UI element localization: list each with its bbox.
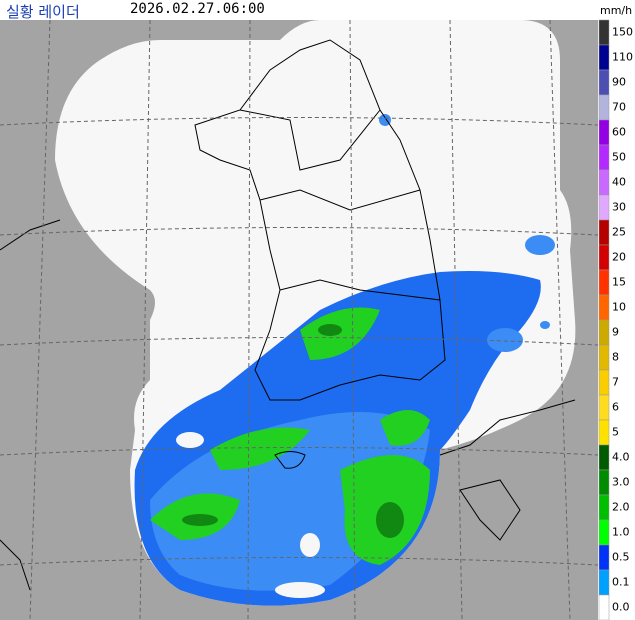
rain-strong [182,324,404,538]
legend-label: 0.5 [612,551,630,564]
legend-swatch [598,594,610,620]
legend-label: 4.0 [612,451,630,464]
legend-label: 50 [612,151,626,164]
legend-swatch [598,344,610,371]
legend-swatch [598,94,610,121]
legend-swatch [598,44,610,71]
legend-label: 110 [612,51,633,64]
page-title: 실황 레이더 [6,3,80,21]
grid [0,19,599,620]
legend-swatch [598,444,610,471]
legend-swatch [598,294,610,321]
legend-label: 8 [612,351,619,364]
legend-swatch [598,194,610,221]
legend-swatch [598,219,610,246]
legend-swatch [598,419,610,446]
legend-swatch [598,269,610,296]
rain-specks [379,114,555,352]
legend-swatch [598,69,610,96]
legend-swatch [598,394,610,421]
legend-label: 10 [612,301,626,314]
legend-swatch [598,469,610,496]
legend-label: 15 [612,276,626,289]
legend-label: 5 [612,426,619,439]
legend-label: 20 [612,251,626,264]
legend-label: 150 [612,26,633,39]
legend-swatch [598,569,610,596]
legend-swatch [598,144,610,171]
legend-label: 0.1 [612,576,630,589]
legend-swatch [598,19,610,46]
legend-swatch [598,369,610,396]
legend-swatch [598,519,610,546]
legend-label: 60 [612,126,626,139]
coastlines [0,39,576,591]
legend: 150 110 90 70 60 50 40 30 25 20 15 10 9 8 7 6 5 4.0 3.0 2.0… [598,19,633,620]
legend-swatch [598,119,610,146]
unit-label: mm/h [600,4,633,17]
legend-swatch [598,494,610,521]
legend-label: 25 [612,226,626,239]
legend-label: 0.0 [612,601,630,614]
legend-label: 7 [612,376,619,389]
legend-label: 40 [612,176,626,189]
legend-swatch [598,169,610,196]
legend-label: 2.0 [612,501,630,514]
legend-swatch [598,319,610,346]
rain-gaps [176,432,325,598]
legend-label: 1.0 [612,526,630,539]
legend-label: 70 [612,101,626,114]
legend-label: 30 [612,201,626,214]
legend-label: 9 [612,326,619,339]
legend-swatch [598,544,610,571]
legend-swatch [598,244,610,271]
legend-label: 6 [612,401,619,414]
legend-label: 90 [612,76,626,89]
timestamp: 2026.02.27.06:00 [130,1,265,17]
legend-label: 3.0 [612,476,630,489]
